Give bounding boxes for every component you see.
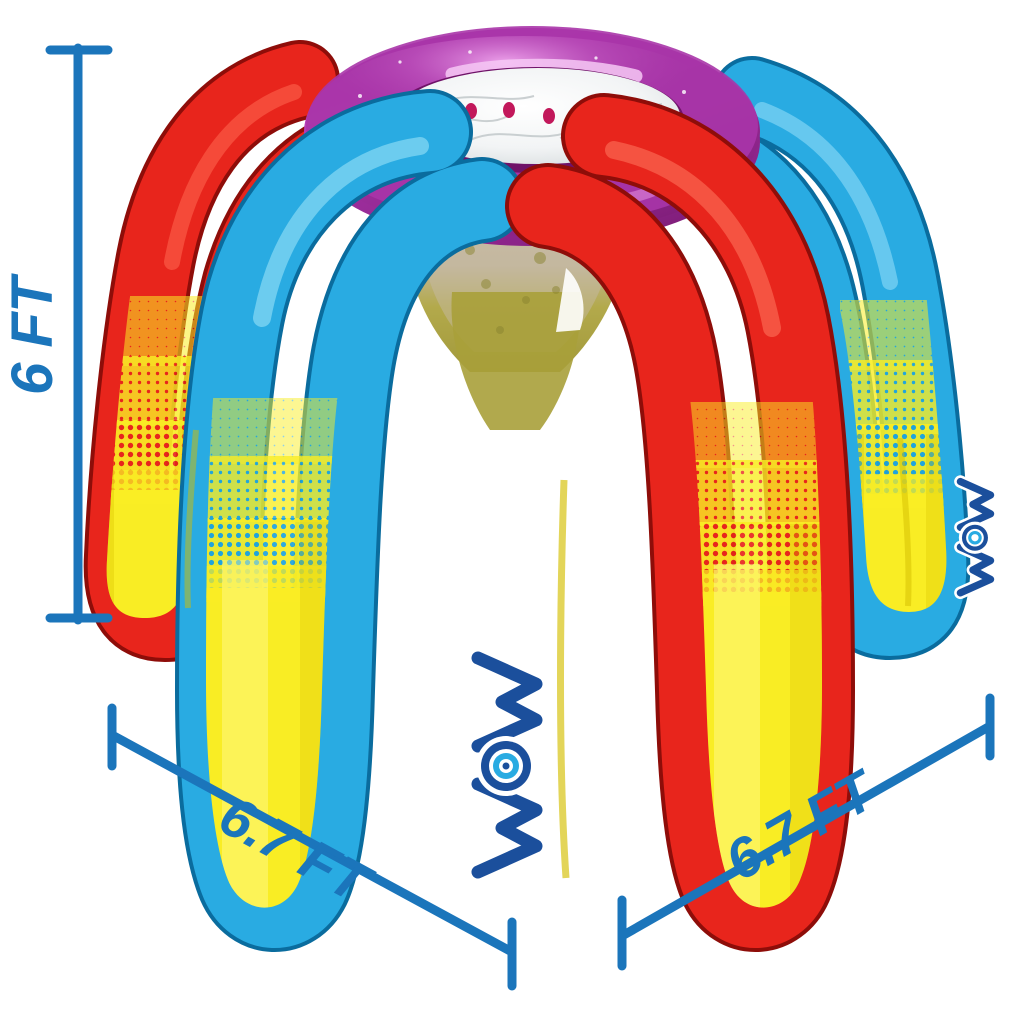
dimension-height: 6 FT bbox=[0, 43, 113, 625]
leg-front-right-red bbox=[505, 93, 856, 952]
leg-front-left-blue bbox=[174, 89, 525, 952]
width-left-dimension-line bbox=[107, 730, 517, 957]
leg-seam-back-left bbox=[184, 429, 199, 609]
wow-logo-back-leg bbox=[954, 475, 997, 600]
width-right-dimension-line bbox=[617, 721, 995, 941]
height-dimension-label: 6 FT bbox=[0, 273, 65, 395]
wow-logo-mark-small bbox=[954, 475, 997, 600]
leg-seam bbox=[557, 479, 570, 879]
wow-logo-front-leg bbox=[467, 647, 553, 883]
leg-seam-back-right bbox=[897, 437, 912, 607]
wow-logo-mark bbox=[467, 647, 553, 883]
